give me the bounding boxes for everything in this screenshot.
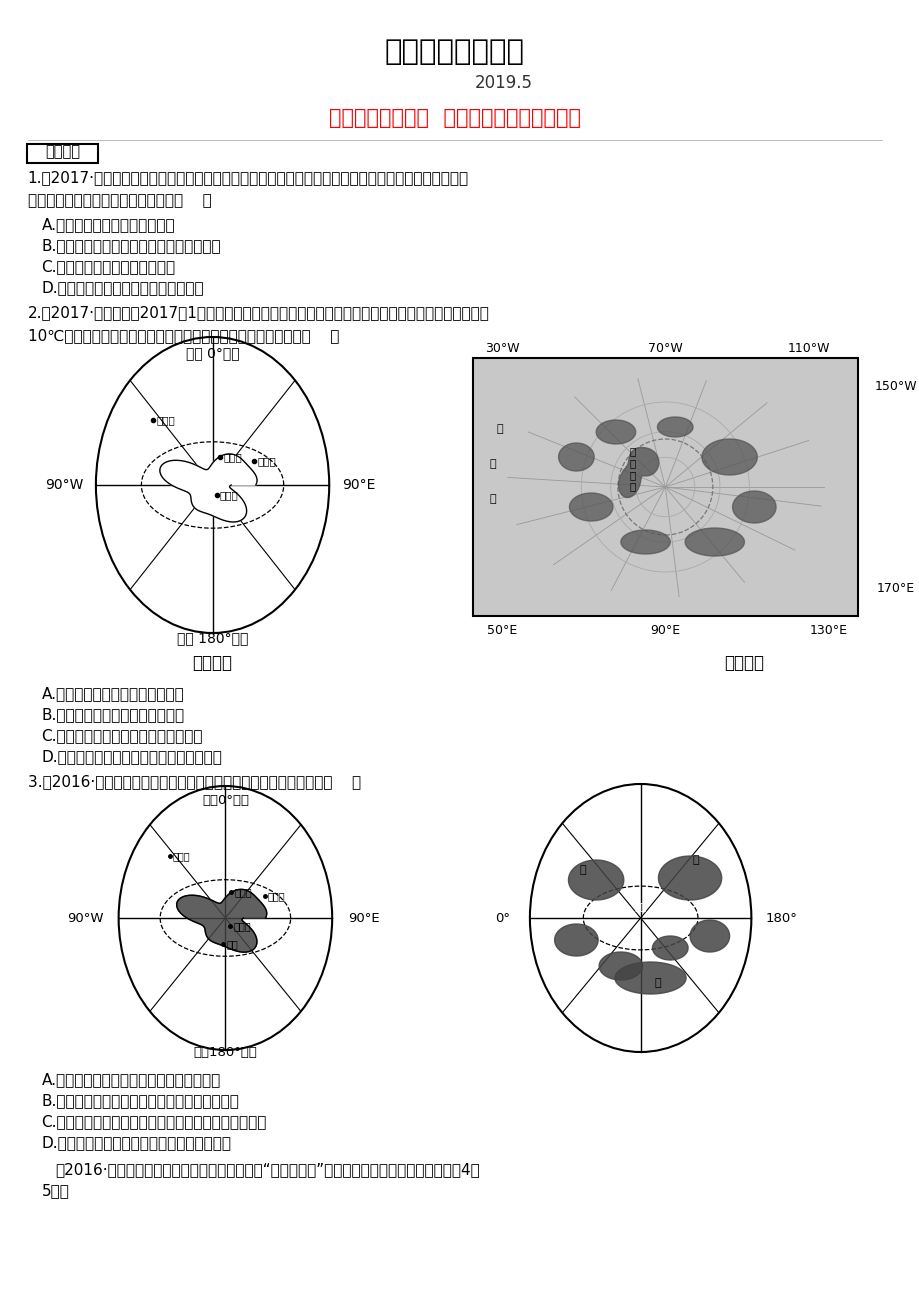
Text: 170°E: 170°E: [876, 582, 913, 595]
Polygon shape: [614, 962, 686, 993]
Text: 西经 0°东经: 西经 0°东经: [186, 346, 239, 359]
Text: 90°E: 90°E: [347, 911, 380, 924]
Polygon shape: [657, 417, 692, 437]
Polygon shape: [732, 491, 776, 523]
FancyBboxPatch shape: [27, 145, 97, 163]
Text: 180°: 180°: [765, 911, 796, 924]
Polygon shape: [558, 443, 594, 471]
Text: C.南极地区的长城站比昆仑站更加寒冷: C.南极地区的长城站比昆仑站更加寒冷: [41, 728, 203, 743]
Text: 列做法中有利于南极可持续发展的是（    ）: 列做法中有利于南极可持续发展的是（ ）: [28, 193, 211, 208]
Text: 北极: 北极: [634, 901, 646, 911]
Polygon shape: [596, 421, 635, 444]
Text: 泰山站: 泰山站: [223, 452, 242, 462]
Text: 5题。: 5题。: [41, 1184, 69, 1198]
Polygon shape: [160, 454, 256, 522]
Text: 乙: 乙: [579, 865, 585, 875]
Polygon shape: [569, 493, 612, 521]
Polygon shape: [598, 952, 641, 980]
Text: 中山站: 中山站: [267, 891, 285, 901]
Text: 昆仑站: 昆仑站: [220, 490, 238, 500]
Text: 0°: 0°: [494, 911, 509, 924]
Text: 西: 西: [489, 460, 495, 469]
Polygon shape: [618, 448, 658, 497]
Text: A.长城站位于西半球，在泰山站的西北方向: A.长城站位于西半球，在泰山站的西北方向: [41, 1072, 221, 1087]
Text: C.南极地区无人定居，北极地区的土著居民是因纽特人: C.南极地区无人定居，北极地区的土著居民是因纽特人: [41, 1115, 267, 1129]
Polygon shape: [620, 530, 670, 553]
Text: 西经 180°东经: 西经 180°东经: [176, 631, 248, 644]
Text: 洋: 洋: [489, 493, 495, 504]
Text: D.北极加速升温的主要原因是全球气候变暖: D.北极加速升温的主要原因是全球气候变暖: [41, 749, 222, 764]
Text: 3.（2016·德州中考）读两极地区示意图，判断下列说法不正确的是（    ）: 3.（2016·德州中考）读两极地区示意图，判断下列说法不正确的是（ ）: [28, 773, 360, 789]
Text: 2019.5: 2019.5: [475, 74, 533, 92]
Polygon shape: [658, 855, 720, 900]
Text: 110°W: 110°W: [787, 341, 829, 354]
Text: A.南极地区是指南极圈以南的地区: A.南极地区是指南极圈以南的地区: [41, 686, 184, 700]
Text: A.加强国际合作，保护南极环境: A.加强国际合作，保护南极环境: [41, 217, 175, 232]
Text: 10℃左右，北极加速升温。请根据地图，判断下列描述正确的是（    ）: 10℃左右，北极加速升温。请根据地图，判断下列描述正确的是（ ）: [28, 328, 339, 342]
Text: B.甲乙丙代表的大洲分别是北美洲、亚洲、欧洲: B.甲乙丙代表的大洲分别是北美洲、亚洲、欧洲: [41, 1092, 239, 1108]
Text: 地理精品教学资料: 地理精品教学资料: [384, 38, 524, 66]
Text: 南极地区: 南极地区: [192, 654, 233, 672]
Text: 90°W: 90°W: [45, 478, 84, 492]
Text: 泰山站: 泰山站: [234, 887, 252, 897]
Text: 70°W: 70°W: [647, 341, 682, 354]
Text: 真题精选: 真题精选: [45, 145, 80, 160]
Polygon shape: [176, 889, 267, 952]
Text: 90°E: 90°E: [650, 624, 680, 637]
Text: B.北极地区陆地面积大于海洋面积: B.北极地区陆地面积大于海洋面积: [41, 707, 185, 723]
Text: 1.（2017·郴州中考）极地地区的环境保护越来越受到全世界的重视，南极地区的和平开发备受关注。下: 1.（2017·郴州中考）极地地区的环境保护越来越受到全世界的重视，南极地区的和…: [28, 171, 469, 185]
Text: 2.（2017·秦安中考）2017年1月，美国国家环境预报中心监测显示，北极中心区域气温较常年同期偏高: 2.（2017·秦安中考）2017年1月，美国国家环境预报中心监测显示，北极中心…: [28, 305, 489, 320]
Text: 北极地区: 北极地区: [723, 654, 764, 672]
Text: D.科考队将垃圾埋在雪地里或丢弃海中: D.科考队将垃圾埋在雪地里或丢弃海中: [41, 280, 204, 296]
Text: 90°W: 90°W: [67, 911, 103, 924]
Text: 150°W: 150°W: [873, 379, 916, 392]
Polygon shape: [554, 924, 597, 956]
Text: 90°E: 90°E: [342, 478, 375, 492]
Polygon shape: [652, 936, 687, 960]
Text: （2016·聊城中考）极地地区是研究地球环境的“天然实验室”。读我国南极科考站分布图，完成4～: （2016·聊城中考）极地地区是研究地球环境的“天然实验室”。读我国南极科考站分…: [55, 1161, 480, 1177]
Text: 长城站: 长城站: [156, 415, 175, 424]
Text: 大: 大: [496, 424, 503, 434]
Text: 南极: 南极: [226, 939, 238, 949]
Polygon shape: [701, 439, 756, 475]
Text: C.大量捕杀企鹅，享用企鹅美食: C.大量捕杀企鹅，享用企鹅美食: [41, 259, 176, 273]
Text: 格
陵
兰
岛: 格 陵 兰 岛: [629, 447, 635, 491]
Polygon shape: [689, 921, 729, 952]
Text: 西经0°东经: 西经0°东经: [201, 793, 249, 806]
Text: 中山站: 中山站: [256, 456, 276, 466]
Bar: [472, 358, 857, 616]
Text: 长城站: 长城站: [173, 852, 190, 861]
Text: B.为了经济发展，大力开采南极的矿产资源: B.为了经济发展，大力开采南极的矿产资源: [41, 238, 221, 253]
Text: 昆仑站: 昆仑站: [233, 921, 251, 931]
Text: 丙: 丙: [653, 978, 661, 988]
Text: 30°W: 30°W: [484, 341, 519, 354]
Text: D.北极地区降水多，是世界最大的淡水资源库: D.北极地区降水多，是世界最大的淡水资源库: [41, 1135, 232, 1150]
Text: 130°E: 130°E: [809, 624, 846, 637]
Polygon shape: [568, 861, 623, 900]
Text: 第九课时欧洲西部  北极地区和南极地区测试: 第九课时欧洲西部 北极地区和南极地区测试: [328, 108, 580, 128]
Polygon shape: [685, 529, 743, 556]
Text: 50°E: 50°E: [486, 624, 516, 637]
Text: 甲: 甲: [691, 855, 698, 865]
Text: 西经180°东经: 西经180°东经: [193, 1047, 257, 1060]
